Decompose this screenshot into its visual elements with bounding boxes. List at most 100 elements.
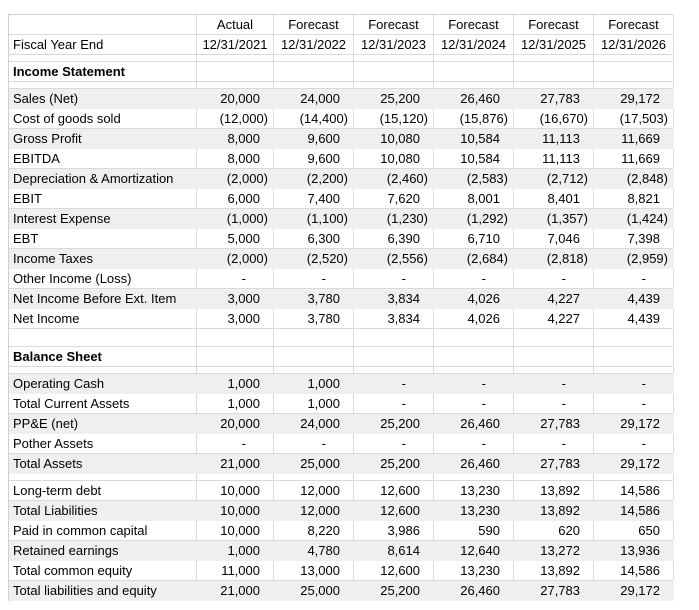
row-label-cell[interactable] — [9, 82, 197, 88]
value-cell[interactable]: 25,200 — [354, 581, 434, 600]
row-label-cell[interactable]: Income Taxes — [9, 249, 197, 268]
value-cell[interactable]: (2,460) — [354, 169, 434, 188]
row-label-cell[interactable]: PP&E (net) — [9, 414, 197, 433]
value-cell[interactable]: 8,000 — [197, 129, 274, 148]
value-cell[interactable]: 12,600 — [354, 561, 434, 580]
row-label-cell[interactable]: Gross Profit — [9, 129, 197, 148]
value-cell[interactable]: 26,460 — [434, 454, 514, 473]
value-cell[interactable]: (2,818) — [514, 249, 594, 268]
value-cell[interactable]: 12,000 — [274, 481, 354, 500]
row-label-cell[interactable]: Pother Assets — [9, 434, 197, 453]
value-cell[interactable]: 27,783 — [514, 414, 594, 433]
value-cell[interactable]: 12,600 — [354, 481, 434, 500]
value-cell[interactable] — [434, 62, 514, 81]
value-cell[interactable]: 4,439 — [594, 309, 674, 328]
value-cell[interactable]: 6,710 — [434, 229, 514, 248]
value-cell[interactable]: (15,120) — [354, 109, 434, 128]
value-cell[interactable]: 11,669 — [594, 129, 674, 148]
value-cell[interactable]: 20,000 — [197, 414, 274, 433]
row-label-cell[interactable]: EBIT — [9, 189, 197, 208]
value-cell[interactable]: 25,200 — [354, 414, 434, 433]
value-cell[interactable] — [354, 55, 434, 61]
value-cell[interactable]: (2,000) — [197, 249, 274, 268]
row-label-cell[interactable] — [9, 15, 197, 34]
value-cell[interactable] — [274, 347, 354, 366]
value-cell[interactable] — [197, 347, 274, 366]
value-cell[interactable]: 11,113 — [514, 149, 594, 168]
value-cell[interactable]: 12,600 — [354, 501, 434, 520]
section-title-cell[interactable]: Balance Sheet — [9, 347, 197, 366]
date-header-cell[interactable]: 12/31/2021 — [197, 35, 274, 54]
value-cell[interactable]: - — [434, 374, 514, 393]
row-label-cell[interactable]: Total liabilities and equity — [9, 581, 197, 600]
value-cell[interactable]: 12,000 — [274, 501, 354, 520]
value-cell[interactable]: 7,398 — [594, 229, 674, 248]
row-label-cell[interactable]: EBT — [9, 229, 197, 248]
date-header-cell[interactable]: 12/31/2023 — [354, 35, 434, 54]
value-cell[interactable] — [434, 347, 514, 366]
value-cell[interactable]: 13,272 — [514, 541, 594, 560]
date-header-cell[interactable]: 12/31/2024 — [434, 35, 514, 54]
value-cell[interactable]: 10,080 — [354, 149, 434, 168]
value-cell[interactable]: (12,000) — [197, 109, 274, 128]
value-cell[interactable]: - — [594, 394, 674, 413]
scenario-header-cell[interactable]: Forecast — [274, 15, 354, 34]
value-cell[interactable]: - — [354, 374, 434, 393]
value-cell[interactable]: 25,000 — [274, 581, 354, 600]
value-cell[interactable]: - — [514, 269, 594, 288]
value-cell[interactable] — [354, 329, 434, 346]
value-cell[interactable] — [274, 329, 354, 346]
value-cell[interactable]: (1,000) — [197, 209, 274, 228]
value-cell[interactable]: - — [514, 394, 594, 413]
scenario-header-cell[interactable]: Forecast — [354, 15, 434, 34]
value-cell[interactable]: 13,230 — [434, 481, 514, 500]
value-cell[interactable] — [594, 347, 674, 366]
row-label-cell[interactable]: Fiscal Year End — [9, 35, 197, 54]
value-cell[interactable]: 29,172 — [594, 454, 674, 473]
row-label-cell[interactable]: Long-term debt — [9, 481, 197, 500]
value-cell[interactable]: (16,670) — [514, 109, 594, 128]
value-cell[interactable]: 7,400 — [274, 189, 354, 208]
value-cell[interactable]: 10,000 — [197, 521, 274, 540]
row-label-cell[interactable] — [9, 329, 197, 346]
value-cell[interactable]: 21,000 — [197, 454, 274, 473]
value-cell[interactable]: - — [354, 269, 434, 288]
scenario-header-cell[interactable]: Forecast — [594, 15, 674, 34]
value-cell[interactable] — [197, 62, 274, 81]
value-cell[interactable]: 4,026 — [434, 289, 514, 308]
value-cell[interactable]: 9,600 — [274, 149, 354, 168]
value-cell[interactable] — [514, 55, 594, 61]
row-label-cell[interactable]: Cost of goods sold — [9, 109, 197, 128]
value-cell[interactable] — [354, 474, 434, 480]
value-cell[interactable]: (2,000) — [197, 169, 274, 188]
value-cell[interactable]: 29,172 — [594, 89, 674, 108]
value-cell[interactable] — [434, 82, 514, 88]
row-label-cell[interactable] — [9, 55, 197, 61]
value-cell[interactable]: (1,292) — [434, 209, 514, 228]
value-cell[interactable]: (1,230) — [354, 209, 434, 228]
value-cell[interactable]: 14,586 — [594, 501, 674, 520]
value-cell[interactable]: 26,460 — [434, 89, 514, 108]
value-cell[interactable]: 4,227 — [514, 289, 594, 308]
value-cell[interactable]: 13,936 — [594, 541, 674, 560]
scenario-header-cell[interactable]: Forecast — [434, 15, 514, 34]
value-cell[interactable] — [514, 82, 594, 88]
value-cell[interactable] — [354, 347, 434, 366]
value-cell[interactable]: 26,460 — [434, 414, 514, 433]
value-cell[interactable]: 20,000 — [197, 89, 274, 108]
value-cell[interactable]: 8,614 — [354, 541, 434, 560]
row-label-cell[interactable] — [9, 474, 197, 480]
value-cell[interactable]: 13,230 — [434, 561, 514, 580]
scenario-header-cell[interactable]: Actual — [197, 15, 274, 34]
value-cell[interactable]: 25,200 — [354, 454, 434, 473]
value-cell[interactable]: 11,669 — [594, 149, 674, 168]
value-cell[interactable]: - — [514, 434, 594, 453]
value-cell[interactable]: 6,390 — [354, 229, 434, 248]
date-header-cell[interactable]: 12/31/2022 — [274, 35, 354, 54]
value-cell[interactable]: (2,959) — [594, 249, 674, 268]
value-cell[interactable]: 1,000 — [274, 394, 354, 413]
value-cell[interactable]: 3,780 — [274, 309, 354, 328]
value-cell[interactable]: (17,503) — [594, 109, 674, 128]
row-label-cell[interactable]: Paid in common capital — [9, 521, 197, 540]
row-label-cell[interactable]: EBITDA — [9, 149, 197, 168]
